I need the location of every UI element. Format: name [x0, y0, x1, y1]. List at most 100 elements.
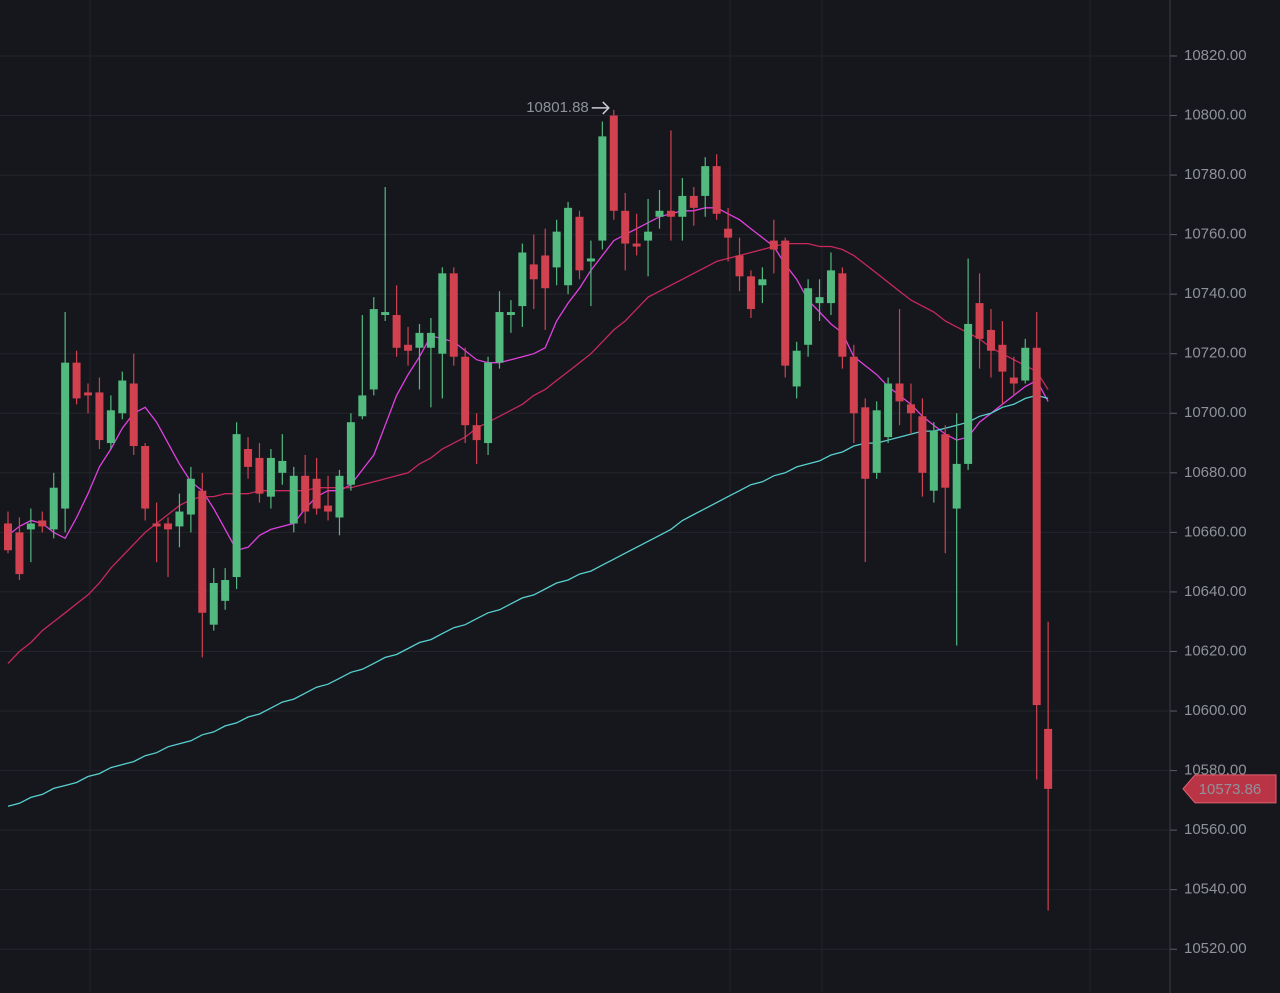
candle-body: [15, 532, 24, 575]
candle-body: [838, 273, 847, 357]
candle-body: [929, 431, 938, 491]
candle-body: [1021, 347, 1030, 381]
y-tick-label: 10640.00: [1184, 583, 1247, 600]
candle-body: [998, 344, 1007, 372]
candle-body: [346, 422, 355, 485]
candle-body: [175, 511, 184, 527]
candle-body: [872, 410, 881, 473]
candle-body: [632, 243, 641, 247]
candle-body: [1032, 347, 1041, 706]
y-tick-label: 10620.00: [1184, 642, 1247, 659]
candle-body: [906, 404, 915, 414]
candle-body: [426, 332, 435, 348]
y-tick-label: 10800.00: [1184, 106, 1247, 123]
candle-body: [804, 288, 813, 345]
candle-body: [644, 231, 653, 241]
candle-body: [758, 279, 767, 286]
candle-body: [324, 505, 333, 512]
candle-body: [826, 270, 835, 304]
y-tick-label: 10720.00: [1184, 345, 1247, 362]
moving-average-line: [7, 242, 1049, 664]
candle-body: [506, 312, 515, 316]
candle-body: [255, 457, 264, 494]
candle-body: [712, 166, 721, 214]
y-tick-label: 10740.00: [1184, 285, 1247, 302]
candle-body: [552, 231, 561, 268]
y-tick-label: 10820.00: [1184, 47, 1247, 64]
candle-body: [358, 395, 367, 417]
y-tick-label: 10520.00: [1184, 940, 1247, 957]
y-tick-label: 10580.00: [1184, 762, 1247, 779]
candle-body: [598, 136, 607, 241]
y-tick-label: 10680.00: [1184, 464, 1247, 481]
candle-body: [129, 383, 138, 447]
candle-body: [438, 273, 447, 354]
candle-body: [666, 210, 675, 217]
candle-body: [221, 580, 230, 601]
high-label: 10801.88: [526, 99, 589, 116]
candle-body: [335, 475, 344, 518]
candle-body: [369, 309, 378, 390]
candle-body: [244, 449, 253, 467]
candle-body: [529, 264, 538, 280]
candle-body: [735, 255, 744, 277]
candle-body: [49, 487, 58, 530]
y-tick-label: 10780.00: [1184, 166, 1247, 183]
candle-body: [232, 434, 241, 578]
candle-body: [198, 490, 207, 613]
candle-body: [564, 207, 573, 286]
candle-body: [975, 303, 984, 339]
candle-body: [541, 255, 550, 289]
candle-body: [986, 329, 995, 351]
candle-body: [141, 446, 150, 509]
candle-body: [266, 457, 275, 497]
candle-body: [609, 115, 618, 211]
candle-body: [4, 523, 12, 551]
y-tick-label: 10760.00: [1184, 226, 1247, 243]
candle-body: [72, 362, 81, 399]
candle-body: [586, 258, 595, 262]
candle-body: [701, 166, 710, 196]
candle-body: [152, 523, 161, 527]
candle-body: [861, 407, 870, 479]
candle-body: [952, 463, 961, 509]
candle-body: [655, 210, 664, 217]
y-tick-label: 10540.00: [1184, 881, 1247, 898]
candle-body: [781, 240, 790, 366]
candle-body: [381, 312, 390, 316]
candle-body: [415, 332, 424, 348]
candle-body: [95, 392, 104, 441]
candle-body: [118, 380, 127, 414]
candle-body: [404, 344, 413, 351]
candle-body: [746, 276, 755, 310]
candle-body: [815, 297, 824, 304]
candle-body: [1044, 728, 1053, 789]
candle-body: [278, 460, 287, 473]
candle-body: [964, 323, 973, 464]
candle-body: [472, 425, 481, 441]
candle-body: [61, 362, 70, 509]
vertical-grid: [89, 0, 1091, 993]
candle-body: [518, 252, 527, 307]
candle-body: [689, 195, 698, 208]
candle-body: [792, 350, 801, 387]
candle-body: [1009, 377, 1018, 384]
candle-body: [941, 434, 950, 488]
candle-body: [495, 312, 504, 363]
candle-body: [849, 356, 858, 414]
candle-body: [918, 416, 927, 473]
candle-body: [38, 520, 47, 527]
candle-body: [209, 582, 218, 625]
candle-body: [312, 478, 321, 509]
last-price-tag: [1182, 774, 1277, 804]
y-tick-label: 10600.00: [1184, 702, 1247, 719]
candle-body: [724, 228, 733, 238]
y-tick-label: 10700.00: [1184, 404, 1247, 421]
candle-body: [678, 195, 687, 217]
last-price-label: 10573.86: [1199, 781, 1262, 798]
candle-body: [164, 523, 173, 530]
candle-body: [106, 410, 115, 444]
y-tick-label: 10660.00: [1184, 523, 1247, 540]
candle-body: [186, 478, 195, 515]
